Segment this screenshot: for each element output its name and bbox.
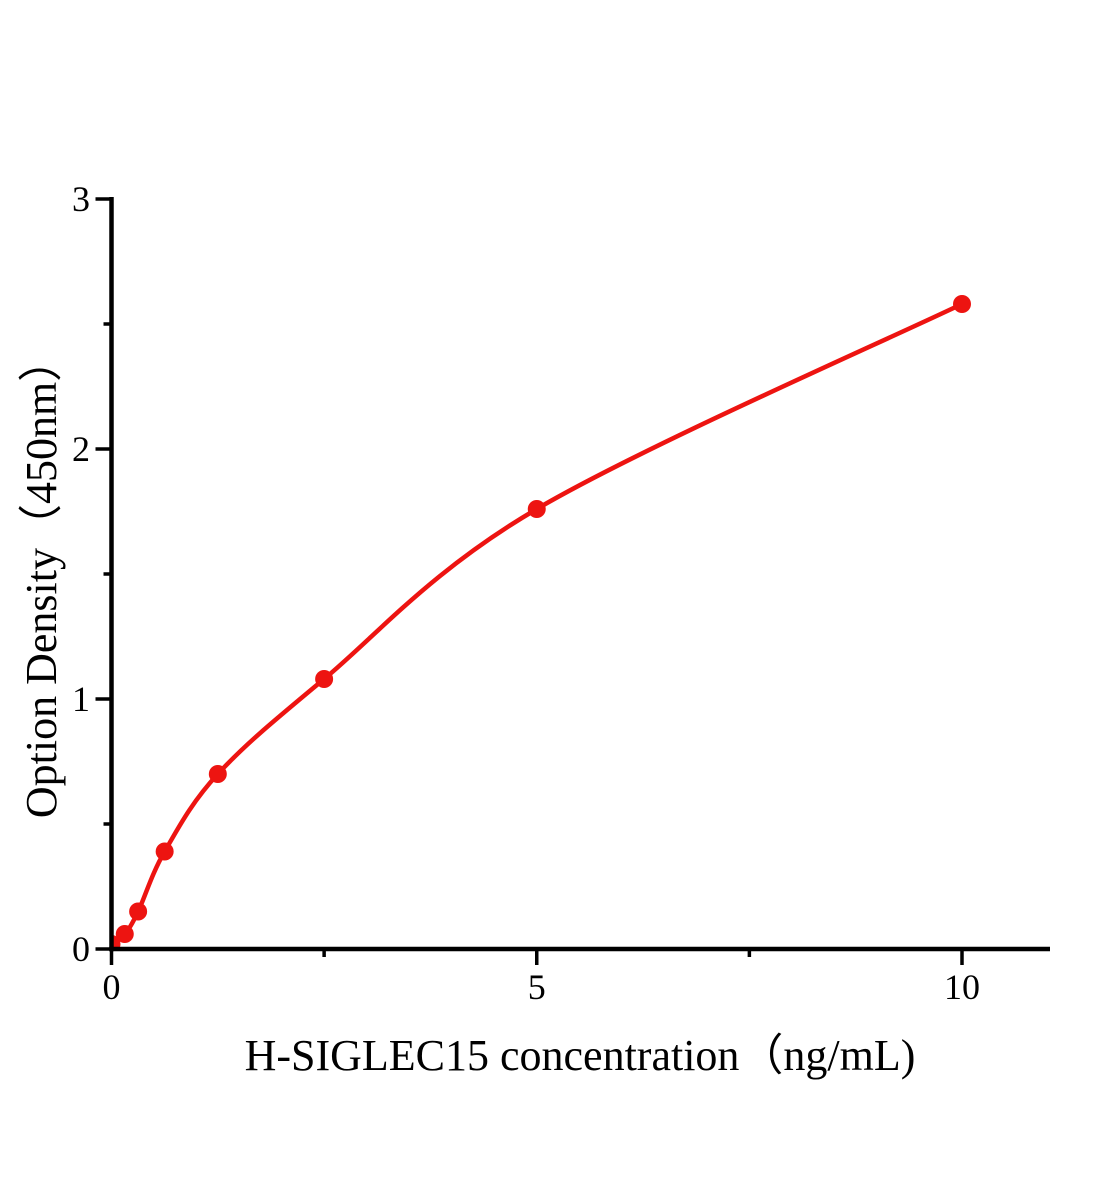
x-tick-label: 0 [103, 967, 121, 1007]
data-point [115, 925, 134, 943]
data-point [527, 500, 546, 518]
curve-layer [112, 301, 965, 947]
y-tick-label: 0 [72, 929, 90, 969]
x-axis-title: H-SIGLEC15 concentration（ng/mL) [245, 1031, 916, 1080]
x-tick-label: 10 [944, 967, 980, 1007]
data-point [155, 842, 174, 861]
tick-label-layer: 0 5 10 0 1 2 3 [72, 179, 980, 1007]
data-point-layer [112, 295, 971, 949]
y-tick-label: 1 [72, 679, 90, 719]
y-axis-title: Option Density（450nm） [17, 338, 66, 818]
data-point [315, 670, 334, 688]
x-tick-label: 5 [528, 967, 546, 1007]
data-point [129, 902, 148, 921]
fit-curve [112, 301, 965, 947]
axes-layer [95, 197, 1050, 965]
data-point [208, 765, 227, 783]
y-tick-label: 3 [72, 179, 90, 219]
y-tick-label: 2 [72, 429, 90, 469]
data-point [953, 295, 971, 313]
